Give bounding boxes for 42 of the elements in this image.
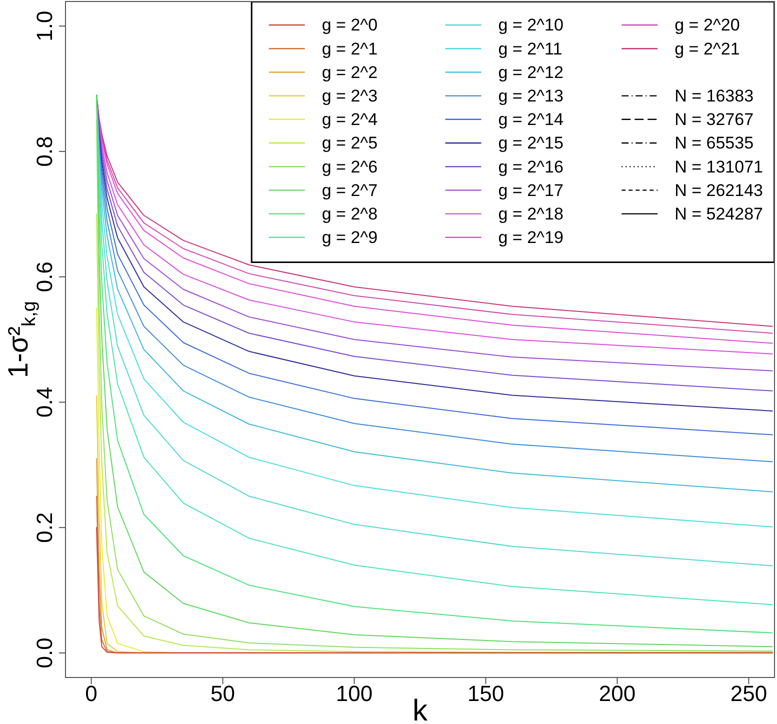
legend-label: g = 2^3 — [322, 86, 378, 106]
legend-label: N = 65535 — [674, 134, 754, 153]
y-tick-label: 0.2 — [32, 512, 58, 543]
legend-label: g = 2^12 — [498, 62, 564, 82]
legend-label: g = 2^6 — [322, 157, 378, 176]
legend-label: g = 2^9 — [322, 228, 378, 248]
legend-label: g = 2^17 — [498, 180, 564, 200]
y-tick-label: 1.0 — [32, 10, 58, 42]
legend-label: g = 2^13 — [498, 86, 564, 106]
legend-label: g = 2^1 — [322, 39, 378, 58]
legend-label: N = 32767 — [674, 110, 754, 130]
legend-label: N = 16383 — [674, 86, 754, 106]
legend-label: g = 2^5 — [322, 134, 378, 153]
legend-label: g = 2^20 — [674, 16, 740, 35]
legend-label: g = 2^18 — [498, 204, 564, 224]
y-tick-label: 0.4 — [32, 386, 58, 418]
y-axis-title: 1-σ²k,g — [2, 301, 40, 378]
x-tick-label: 100 — [336, 681, 373, 706]
legend-label: g = 2^14 — [498, 110, 564, 130]
y-tick-label: 0.6 — [32, 262, 58, 292]
legend-label: g = 2^10 — [498, 16, 564, 35]
legend-label: N = 262143 — [674, 180, 764, 200]
legend-label: g = 2^2 — [322, 62, 378, 82]
legend-label: g = 2^0 — [322, 16, 378, 35]
legend-label: N = 524287 — [674, 204, 764, 224]
legend-label: g = 2^4 — [322, 110, 378, 130]
y-tick-label: 0.0 — [32, 638, 58, 668]
legend-label: g = 2^11 — [498, 39, 562, 58]
legend-label: g = 2^16 — [498, 157, 564, 176]
x-tick-label: 200 — [598, 681, 636, 706]
x-axis-title: k — [412, 694, 428, 724]
legend-label: N = 131071 — [674, 157, 764, 176]
x-tick-label: 50 — [210, 681, 236, 706]
x-tick-label: 250 — [730, 681, 768, 706]
legend-label: g = 2^15 — [498, 134, 564, 153]
legend-label: g = 2^8 — [322, 204, 378, 224]
legend-label: g = 2^21 — [674, 39, 740, 58]
legend-label: g = 2^7 — [322, 180, 378, 200]
legend-label: g = 2^19 — [498, 228, 564, 248]
x-tick-label: 150 — [467, 681, 504, 706]
y-tick-label: 0.8 — [32, 136, 58, 167]
x-tick-label: 0 — [85, 681, 98, 706]
